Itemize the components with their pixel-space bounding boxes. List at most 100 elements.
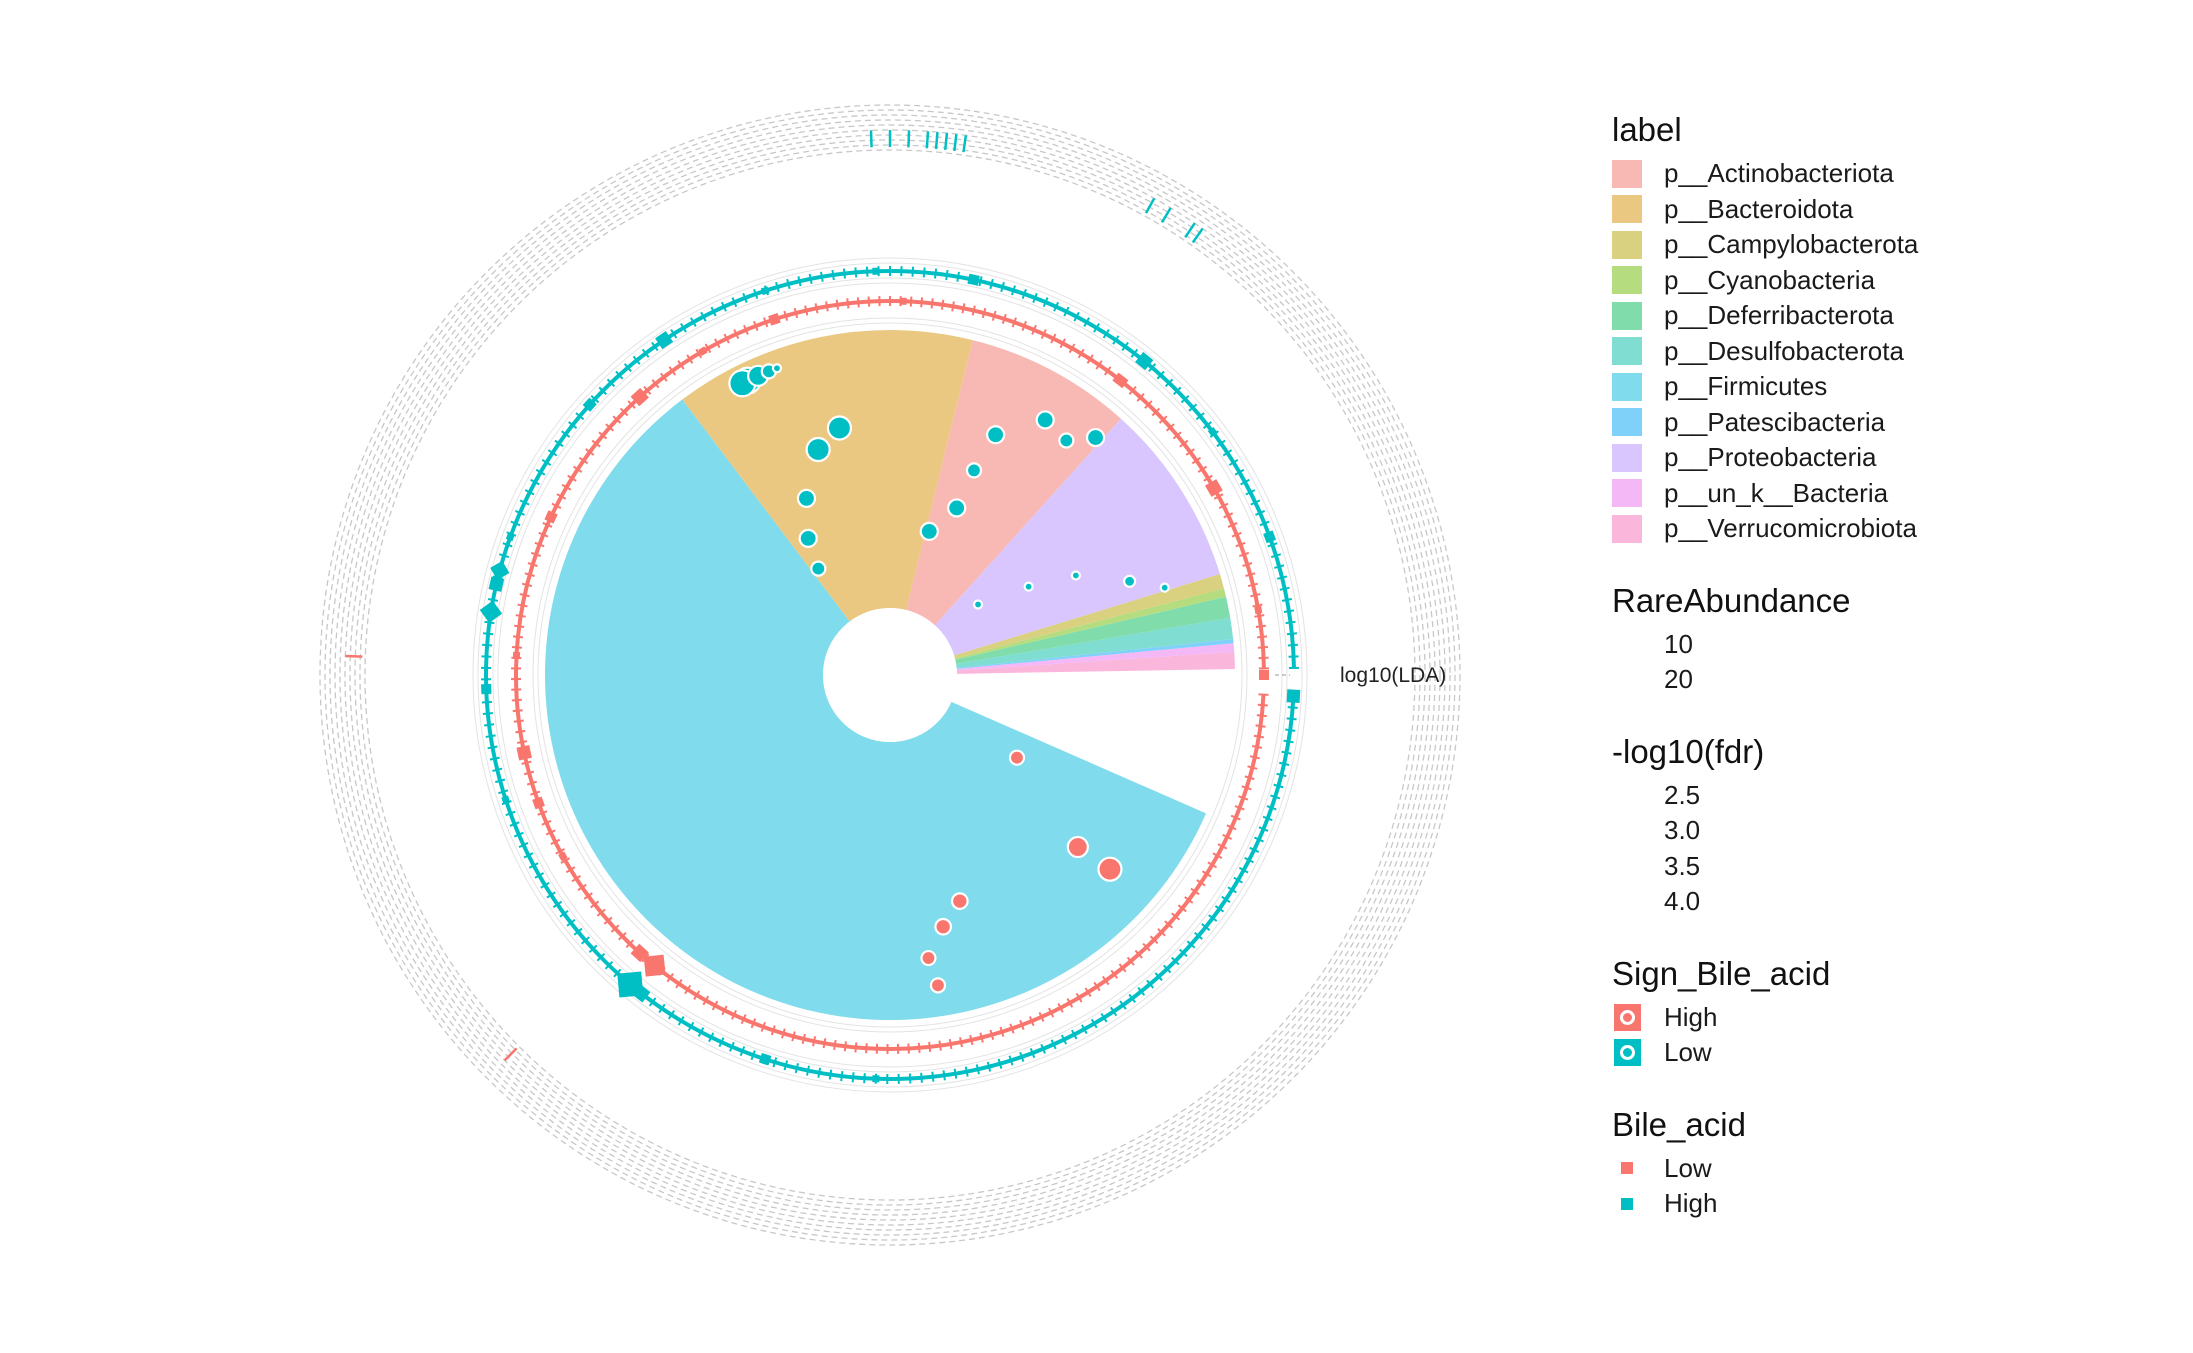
ring-marker [558, 851, 568, 862]
ring-tick [1195, 412, 1205, 421]
ring-tick [1136, 393, 1145, 402]
ring-tick [1128, 385, 1137, 395]
ring-tick [708, 1032, 715, 1043]
legend-item-label: 2.5 [1664, 779, 1701, 810]
ring-tick [1222, 833, 1233, 840]
ring-tick [495, 778, 506, 784]
ring-tick [1188, 403, 1198, 412]
ring-tick [1164, 378, 1174, 388]
ring-tick [523, 852, 534, 859]
ring-tick [750, 1018, 757, 1029]
legend-item-label-entry: p__Verrucomicrobiota [1612, 511, 2172, 547]
ring-tick [518, 842, 529, 849]
ring-tick [750, 1050, 756, 1061]
ring-tick [1172, 386, 1182, 396]
ring-tick [1262, 815, 1273, 822]
legend-title-label: label [1612, 111, 1682, 148]
ring-tick [1059, 338, 1066, 349]
ring-tick [680, 322, 687, 333]
ring-tick [828, 1069, 833, 1080]
ring-marker [698, 346, 708, 356]
ring-tick [1279, 761, 1290, 766]
ring-tick [489, 756, 500, 761]
ring-tick [568, 421, 578, 429]
legend-item-sign-bile-acid: High [1612, 1000, 2172, 1036]
ring-tick [1221, 895, 1231, 904]
ring-tick [1283, 739, 1294, 744]
ring-tick [521, 582, 533, 588]
ring-tick [1171, 956, 1180, 966]
ring-tick [1101, 975, 1110, 986]
clade-point-low [796, 488, 817, 509]
ring-tick [831, 269, 835, 281]
ring-tick [1110, 969, 1119, 979]
legend-title-sign-bile-acid: Sign_Bile_acid [1612, 954, 1831, 992]
ring-tick [856, 297, 860, 308]
lda-bar [934, 131, 939, 150]
ring-tick [514, 509, 525, 516]
legend-item-label: p__Actinobacteriota [1664, 158, 1894, 189]
sector-p-verrucomicrobiota [956, 651, 1235, 674]
ring-tick [786, 278, 791, 290]
legend-item-label: p__Deferribacterota [1664, 300, 1894, 331]
ring-tick [1217, 843, 1228, 850]
grid-ring [477, 262, 1303, 1088]
legend-title-bile-acid: Bile_acid [1612, 1105, 1746, 1143]
ring-tick [938, 1040, 942, 1051]
legend-item-label: p__Cyanobacteria [1664, 264, 1876, 295]
legend-item-label: Low [1664, 1152, 1712, 1183]
ring-tick [498, 789, 509, 795]
ring-tick [1238, 866, 1249, 874]
ring-tick [1226, 824, 1237, 831]
ring-marker [768, 313, 781, 326]
ring-tick [573, 927, 583, 936]
legend-item-label: 3.0 [1664, 815, 1701, 846]
ring-tick [1075, 992, 1083, 1003]
ring-tick [1259, 520, 1270, 527]
ring-tick [940, 299, 945, 310]
ring-tick [806, 1065, 811, 1076]
ring-tick [1257, 646, 1269, 649]
ring-tick [964, 1066, 969, 1077]
ring-tick [565, 866, 576, 874]
legend-fdr-group: -log10(fdr) 2.5 3.0 3.5 4.0 [1612, 732, 2172, 920]
ring-marker-large [490, 560, 510, 580]
ring-tick [581, 936, 590, 945]
clade-point-low [965, 462, 983, 479]
ring-marker [872, 267, 880, 275]
ring-tick [917, 1042, 921, 1053]
ring-marker [532, 796, 545, 810]
ring-tick [1238, 551, 1250, 558]
ring-tick [953, 1068, 958, 1079]
ring-tick [515, 729, 526, 734]
ring-tick [1244, 775, 1255, 781]
ring-tick [975, 1064, 980, 1075]
ring-marker [1205, 479, 1223, 497]
legend-title-fdr: -log10(fdr) [1612, 732, 1765, 770]
ring-tick [833, 1039, 837, 1051]
ring-tick [772, 1057, 778, 1068]
legend-item-label-entry: p__Desulfobacterota [1612, 334, 2172, 370]
ring-tick [775, 281, 780, 293]
ring-tick [668, 366, 677, 376]
ring-tick [1057, 1002, 1064, 1013]
ring-tick [1180, 394, 1190, 404]
ring-tick [577, 883, 587, 892]
ring-tick [710, 306, 717, 317]
ring-tick [1240, 478, 1250, 486]
ring-tick [527, 562, 538, 567]
ring-tick [1287, 643, 1298, 647]
ring-tick [514, 624, 525, 629]
ring-tick [1270, 553, 1282, 559]
ring-tick [619, 407, 629, 417]
ring-tick [623, 363, 632, 373]
legend-item-label: 4.0 [1664, 886, 1701, 917]
ring-tick [606, 378, 616, 388]
ring-tick [1223, 512, 1234, 519]
legend-item-label: p__Campylobacterota [1664, 229, 1919, 260]
ring-marker [544, 510, 558, 524]
legend-item-label: 20 [1664, 664, 1693, 695]
ring-tick [760, 1021, 766, 1032]
ring-tick [627, 400, 636, 409]
ring-tick [1212, 852, 1223, 859]
